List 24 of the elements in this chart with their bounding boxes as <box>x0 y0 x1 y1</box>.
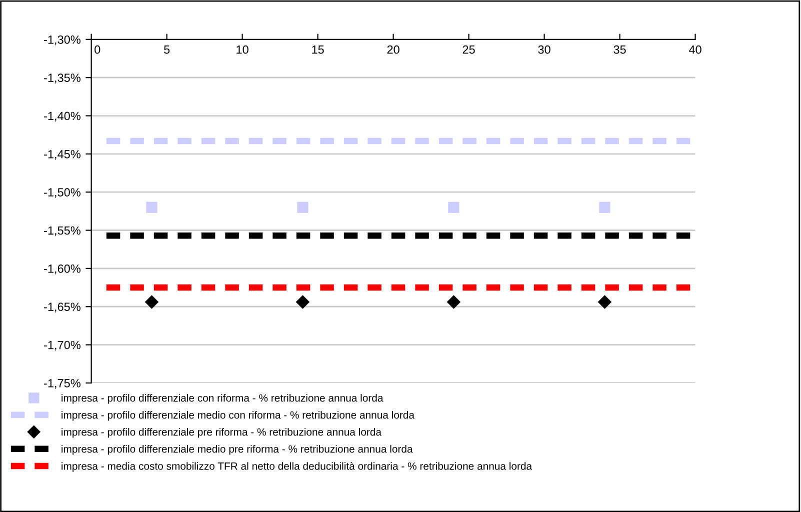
x-tick-label: 40 <box>688 45 702 54</box>
y-tick-label: -1,40% <box>44 112 80 122</box>
legend-label: impresa - profilo differenziale pre riforma - % retribuzione annua lorda <box>62 428 382 438</box>
x-tick-label: 5 <box>164 46 170 54</box>
x-tick-label: 20 <box>387 45 400 54</box>
y-tick-label: -1,30% <box>44 35 80 46</box>
x-tick-label: 15 <box>312 46 324 54</box>
x-tick-label: 35 <box>614 45 626 54</box>
y-tick-label: -1,35% <box>44 74 80 84</box>
x-tick-label: 0 <box>94 45 100 54</box>
y-tick-label: -1,60% <box>44 264 80 274</box>
legend-label: impresa - media costo smobilizzo TFR al netto della deducibilità ordinaria - % retribuzione annua lorda <box>62 462 532 472</box>
legend-label: impresa - profilo differenziale medio con riforma - % retribuzione annua lorda <box>62 411 414 421</box>
y-tick-label: -1,45% <box>44 150 80 160</box>
y-tick-label: -1,65% <box>44 302 80 312</box>
x-tick-label: 30 <box>538 45 550 54</box>
y-tick-label: -1,70% <box>44 340 80 351</box>
y-tick-label: -1,50% <box>44 188 80 198</box>
y-tick-label: -1,55% <box>44 226 80 236</box>
x-tick-label: 25 <box>462 45 475 54</box>
legend-label: impresa - profilo differenziale con riforma - % retribuzione annua lorda <box>62 394 384 404</box>
legend-label: impresa - profilo differenziale medio pre riforma - % retribuzione annua lorda <box>62 445 413 455</box>
y-tick-label: -1,75% <box>44 379 80 389</box>
x-tick-label: 10 <box>236 45 248 54</box>
